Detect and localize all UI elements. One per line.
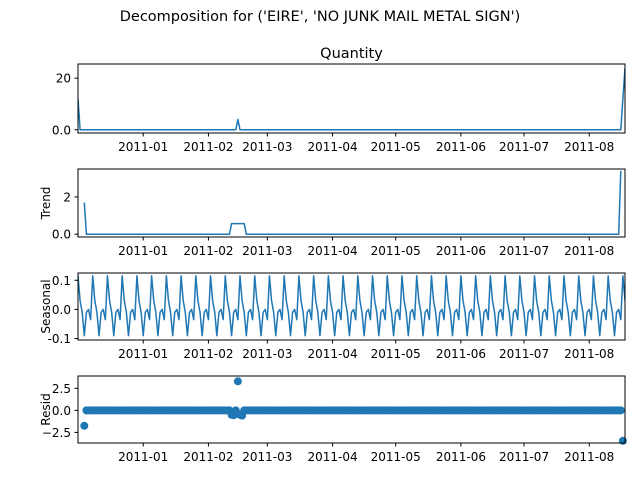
- trend-y-tick-label: 0.0: [52, 228, 71, 242]
- seasonal-y-axis-label: Seasonal: [39, 279, 53, 333]
- trend-axes-frame: [77, 168, 626, 238]
- resid-y-axis-label: Resid: [39, 393, 53, 425]
- seasonal-x-tick-label: 2011-06: [436, 347, 486, 361]
- subplot-seasonal: -0.1 0.0 0.1 2011-01 2011-02 2011-03 2011-04 20…: [39, 272, 626, 361]
- trend-x-tick-label: 2011-01: [118, 244, 168, 258]
- observed-x-tick-label: 2011-05: [371, 140, 421, 154]
- figure-suptitle: Decomposition for ('EIRE', 'NO JUNK MAIL…: [120, 9, 521, 25]
- resid-x-tick-label: 2011-06: [436, 450, 486, 464]
- trend-x-tick-label: 2011-04: [307, 244, 357, 258]
- resid-point: [80, 421, 89, 430]
- resid-x-tick-label: 2011-02: [183, 450, 233, 464]
- observed-x-tick-label: 2011-01: [118, 140, 168, 154]
- resid-x-tick-label: 2011-08: [564, 450, 614, 464]
- trend-x-tick-label: 2011-03: [242, 244, 292, 258]
- observed-x-tick-label: 2011-08: [564, 140, 614, 154]
- seasonal-x-tick-label: 2011-03: [242, 347, 292, 361]
- resid-x-tick-label: 2011-05: [371, 450, 421, 464]
- subplots: 0.0 20 2011-01 2011-02 2011-03 2011-04 2011-05…: [39, 46, 627, 464]
- seasonal-x-tick-label: 2011-02: [183, 347, 233, 361]
- trend-x-tick-label: 2011-06: [436, 244, 486, 258]
- seasonal-x-tick-label: 2011-05: [371, 347, 421, 361]
- seasonal-y-tick-label: 0.1: [52, 274, 71, 288]
- trend-y-axis-label: Trend: [39, 187, 53, 221]
- observed-axes-frame: [77, 63, 626, 134]
- seasonal-y-tick-label: -0.1: [48, 332, 71, 346]
- subplot-trend: 0.0 2 2011-01 2011-02 2011-03 2011-04 2011-05 2…: [39, 168, 626, 258]
- seasonal-x-tick-label: 2011-07: [499, 347, 549, 361]
- trend-x-tick-label: 2011-02: [183, 244, 233, 258]
- observed-x-tick-label: 2011-06: [436, 140, 486, 154]
- observed-title: Quantity: [320, 46, 383, 62]
- subplot-observed: 0.0 20 2011-01 2011-02 2011-03 2011-04 2011-05…: [52, 46, 626, 154]
- resid-y-tick-label: 2.5: [52, 382, 71, 396]
- resid-y-tick-label: 0.0: [52, 404, 71, 418]
- resid-point: [616, 406, 625, 415]
- observed-y-tick-label: 20: [56, 72, 71, 86]
- resid-point: [618, 436, 627, 445]
- resid-point: [233, 377, 242, 386]
- trend-x-tick-label: 2011-05: [371, 244, 421, 258]
- seasonal-x-tick-label: 2011-08: [564, 347, 614, 361]
- seasonal-series-line: [78, 275, 625, 337]
- subplot-resid: −2.5 0.0 2.5 2011-01 2011-02 2011-03 2011-04 20…: [39, 375, 627, 464]
- observed-x-tick-label: 2011-03: [242, 140, 292, 154]
- seasonal-x-tick-label: 2011-01: [118, 347, 168, 361]
- trend-y-tick-label: 2: [63, 190, 71, 204]
- seasonal-y-tick-label: 0.0: [52, 303, 71, 317]
- trend-x-tick-label: 2011-08: [564, 244, 614, 258]
- observed-x-tick-label: 2011-07: [499, 140, 549, 154]
- seasonal-axes-frame: [77, 272, 626, 341]
- seasonal-x-tick-label: 2011-04: [307, 347, 357, 361]
- resid-x-tick-label: 2011-01: [118, 450, 168, 464]
- trend-x-tick-label: 2011-07: [499, 244, 549, 258]
- resid-y-tick-label: −2.5: [42, 426, 71, 440]
- trend-series-line: [83, 170, 622, 235]
- observed-y-tick-label: 0.0: [52, 123, 71, 137]
- observed-x-tick-label: 2011-02: [183, 140, 233, 154]
- observed-series-line: [78, 67, 625, 131]
- resid-x-tick-label: 2011-03: [242, 450, 292, 464]
- resid-x-tick-label: 2011-04: [307, 450, 357, 464]
- resid-axes-frame: [77, 375, 626, 444]
- observed-x-tick-label: 2011-04: [307, 140, 357, 154]
- resid-x-tick-label: 2011-07: [499, 450, 549, 464]
